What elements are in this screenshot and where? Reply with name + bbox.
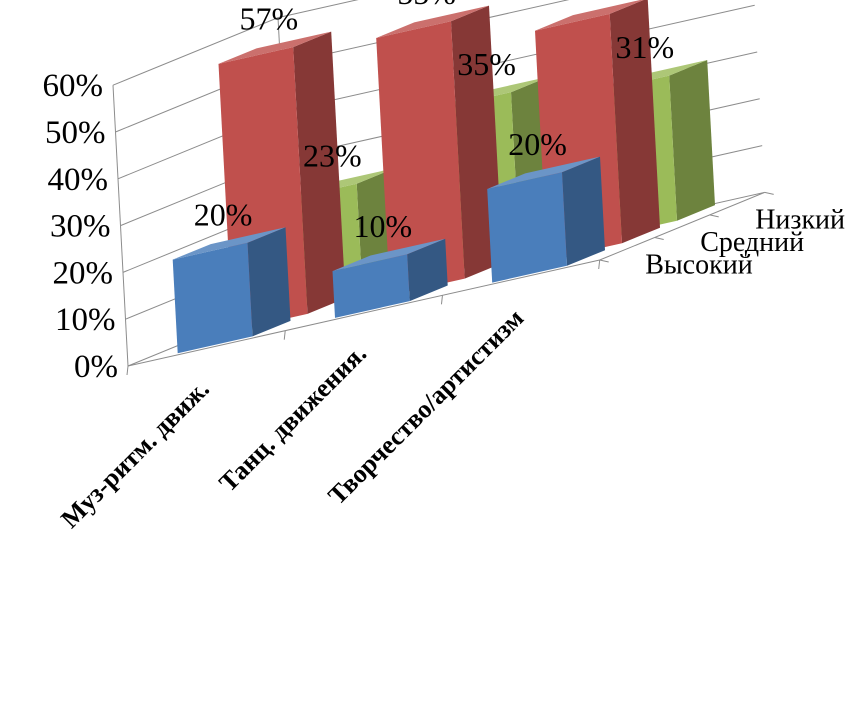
- bar-front-face: [376, 21, 465, 296]
- series-tick-mark: [654, 236, 664, 240]
- x-tick-mark: [598, 259, 601, 270]
- category-label: Творчество/артистизм: [322, 303, 529, 510]
- bar-side-face: [609, 0, 660, 244]
- bar-top-face: [376, 5, 489, 39]
- bar: [332, 238, 448, 318]
- bar: [487, 156, 605, 283]
- bars: [172, 0, 715, 354]
- data-label: 49%: [556, 0, 615, 4]
- x-tick-mark: [440, 295, 443, 305]
- y-tick-label: 40%: [48, 162, 109, 198]
- series-label: Высокий: [645, 250, 753, 281]
- y-tick-label: 50%: [45, 115, 106, 151]
- bar-top-face: [332, 238, 446, 272]
- series-label: Средний: [700, 227, 804, 258]
- y-tick-label: 30%: [50, 209, 111, 245]
- series-tick-mark: [709, 214, 719, 218]
- data-label: 57%: [240, 1, 299, 37]
- y-tick-label: 10%: [55, 302, 116, 338]
- data-label: 20%: [194, 196, 253, 232]
- bar-side-face: [407, 238, 448, 302]
- bar-front-face: [332, 254, 410, 318]
- data-label: 55%: [397, 0, 456, 11]
- bar-top-face: [535, 0, 644, 31]
- bar-side-face: [247, 227, 291, 337]
- series-tick-mark: [764, 191, 774, 195]
- bar: [172, 227, 291, 354]
- data-label: 31%: [616, 29, 675, 65]
- data-label: 20%: [508, 126, 567, 162]
- bar-front-face: [172, 242, 253, 354]
- bar-side-face: [669, 60, 715, 221]
- y-tick-label: 0%: [74, 349, 118, 385]
- data-label: 35%: [457, 46, 516, 82]
- bar-top-face: [487, 156, 600, 189]
- y-axis-line: [112, 85, 129, 367]
- category-label: Муз-ритм. движ.: [55, 374, 215, 534]
- series-tick-mark: [599, 259, 609, 263]
- x-tick-mark: [283, 330, 286, 340]
- bar-side-face: [293, 31, 346, 314]
- bar-top-face: [172, 227, 286, 260]
- y-tick-label: 20%: [53, 255, 114, 291]
- x-tick-mark: [126, 365, 129, 376]
- bar-front-face: [487, 172, 567, 283]
- series-label: Низкий: [755, 205, 845, 236]
- bar-side-face: [562, 156, 605, 266]
- data-label: 10%: [354, 208, 413, 244]
- bar-top-face: [218, 31, 332, 64]
- y-tick-label: 60%: [43, 68, 104, 104]
- data-label: 23%: [303, 137, 362, 173]
